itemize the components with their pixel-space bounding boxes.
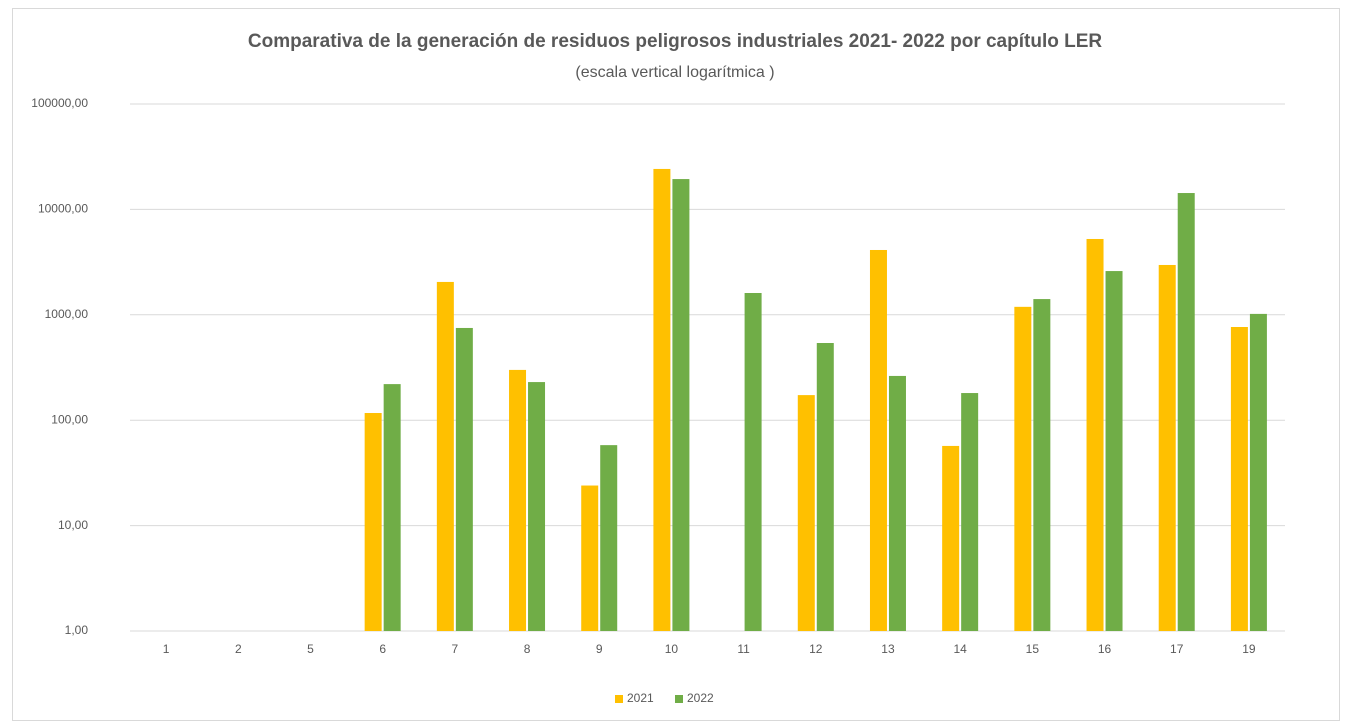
- legend-swatch: [675, 695, 683, 703]
- bar: [1249, 313, 1267, 631]
- legend-swatch: [615, 695, 623, 703]
- bar: [383, 384, 401, 631]
- chart-subtitle: (escala vertical logarítmica ): [575, 64, 774, 81]
- bar: [1177, 193, 1195, 631]
- x-tick-label: 12: [809, 642, 823, 656]
- x-tick-label: 10: [665, 642, 679, 656]
- legend-label: 2021: [627, 691, 654, 705]
- bar: [509, 369, 527, 631]
- bar: [744, 293, 762, 631]
- chart-title: Comparativa de la generación de residuos…: [248, 31, 1102, 52]
- bar: [942, 445, 960, 631]
- bar: [1086, 238, 1104, 631]
- bar: [1033, 299, 1051, 631]
- x-tick-label: 14: [953, 642, 967, 656]
- bar: [816, 343, 834, 631]
- bar: [436, 281, 454, 631]
- x-tick-label: 7: [452, 642, 459, 656]
- bar: [528, 382, 546, 631]
- x-tick-label: 19: [1242, 642, 1256, 656]
- x-tick-label: 13: [881, 642, 895, 656]
- x-tick-label: 1: [163, 642, 170, 656]
- bar: [581, 485, 599, 631]
- x-tick-label: 5: [307, 642, 314, 656]
- bar: [1105, 271, 1123, 631]
- x-tick-label: 6: [379, 642, 386, 656]
- bar: [797, 395, 815, 631]
- bar: [869, 249, 887, 631]
- x-tick-label: 8: [524, 642, 531, 656]
- x-tick-label: 17: [1170, 642, 1184, 656]
- bar: [888, 375, 906, 631]
- legend-label: 2022: [687, 691, 714, 705]
- x-tick-label: 9: [596, 642, 603, 656]
- y-tick-label: 1000,00: [45, 307, 89, 321]
- bar: [1158, 264, 1176, 631]
- y-tick-label: 100000,00: [31, 96, 88, 110]
- y-tick-label: 10,00: [58, 518, 88, 532]
- bar: [600, 445, 618, 631]
- y-tick-label: 10000,00: [38, 202, 88, 216]
- x-tick-label: 11: [737, 642, 750, 656]
- x-tick-label: 15: [1026, 642, 1040, 656]
- bar: [961, 393, 979, 631]
- x-tick-label: 2: [235, 642, 242, 656]
- bar: [1230, 327, 1248, 631]
- y-tick-label: 100,00: [51, 412, 88, 426]
- bar: [455, 327, 473, 631]
- bar: [364, 413, 382, 631]
- x-tick-label: 16: [1098, 642, 1112, 656]
- y-tick-label: 1,00: [65, 623, 89, 637]
- bar: [653, 168, 671, 631]
- bar: [672, 179, 690, 631]
- bar: [1014, 306, 1032, 631]
